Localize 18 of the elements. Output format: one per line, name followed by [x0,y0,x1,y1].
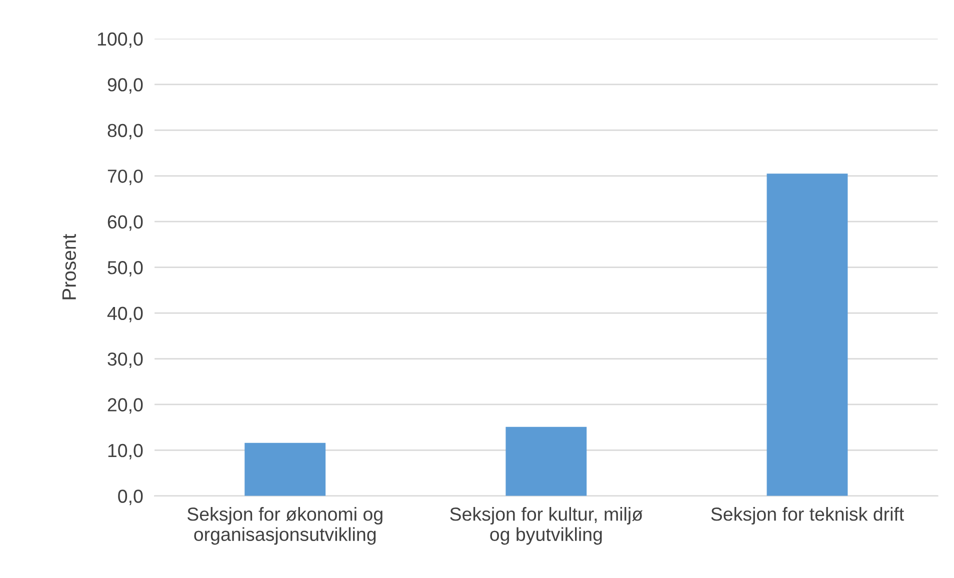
y-tick-label: 40,0 [107,306,143,322]
y-tick-label: 50,0 [108,261,143,277]
x-tick-label: Seksjon for kultur, miljø og byutvikling [450,507,643,545]
y-tick-label: 90,0 [108,78,143,94]
y-tick-label: 20,0 [108,398,143,414]
x-tick-label: Seksjon for teknisk drift [711,507,904,525]
bar [506,426,587,496]
y-tick-label: 60,0 [108,215,143,231]
x-tick-label: Seksjon for økonomi og organisasjonsutvikling [187,507,382,545]
y-tick-label: 70,0 [108,170,143,186]
bar [766,174,848,496]
y-tick-label: 10,0 [108,444,143,460]
y-tick-label: 80,0 [108,124,143,140]
y-tick-label: 30,0 [108,352,143,368]
y-tick-label: 0,0 [118,490,143,506]
y-tick-label: 100,0 [98,32,143,48]
bar [244,442,326,496]
y-axis-title: Prosent [62,234,76,300]
